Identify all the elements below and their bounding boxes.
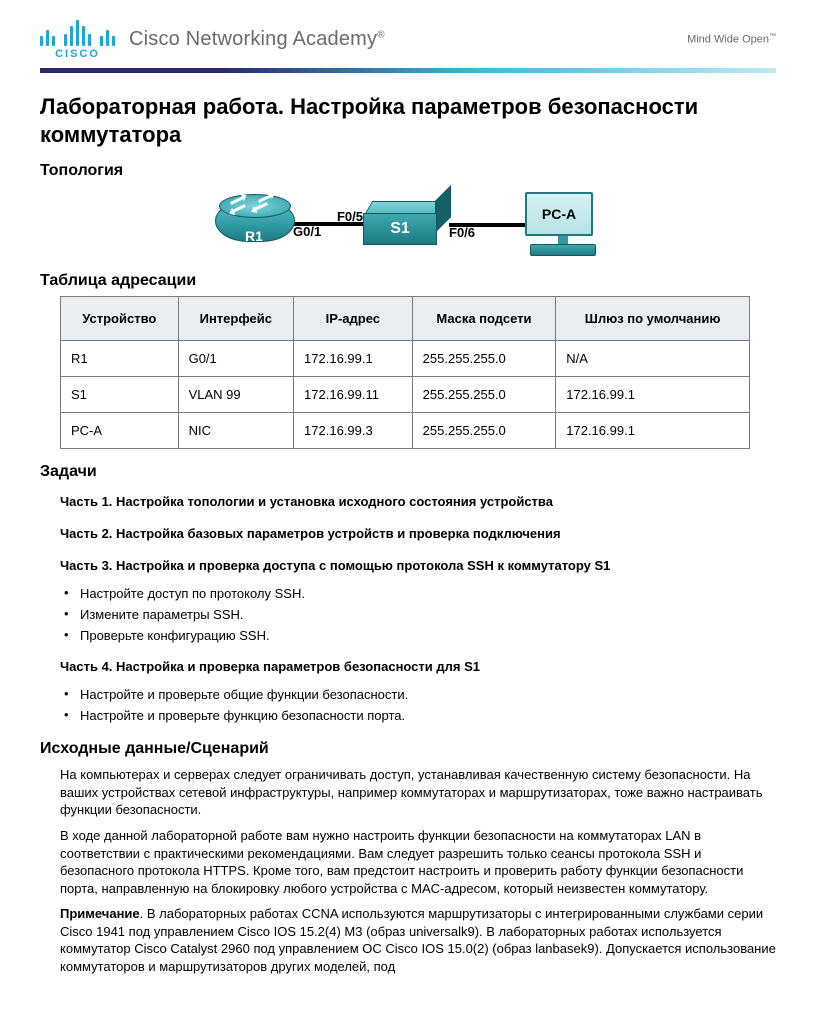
router-icon: R1 (215, 200, 293, 248)
table-row: S1 VLAN 99 172.16.99.11 255.255.255.0 17… (61, 377, 750, 413)
table-header-row: Устройство Интерфейс IP-адрес Маска подс… (61, 297, 750, 341)
col-ip: IP-адрес (294, 297, 413, 341)
task-part2: Часть 2. Настройка базовых параметров ус… (60, 523, 776, 545)
part4-list: Настройте и проверьте общие функции безо… (60, 684, 776, 726)
tagline-text: Mind Wide Open (687, 33, 769, 45)
col-interface: Интерфейс (178, 297, 293, 341)
task-part4: Часть 4. Настройка и проверка параметров… (60, 656, 776, 678)
list-item: Настройте и проверьте общие функции безо… (60, 684, 776, 705)
tagline: Mind Wide Open™ (687, 33, 776, 46)
cisco-logo: CISCO (40, 18, 115, 60)
list-item: Настройте и проверьте функцию безопаснос… (60, 705, 776, 726)
scenario-p2: В ходе данной лабораторной работе вам ну… (60, 827, 776, 897)
switch-icon: S1 (363, 201, 435, 247)
link-r1-s1: F0/5 G0/1 (293, 209, 363, 239)
scenario-heading: Исходные данные/Сценарий (40, 740, 776, 758)
addressing-heading: Таблица адресации (40, 272, 776, 290)
list-item: Настройте доступ по протоколу SSH. (60, 583, 776, 604)
tasks-heading: Задачи (40, 463, 776, 481)
router-label: R1 (215, 228, 293, 244)
list-item: Проверьте конфигурацию SSH. (60, 625, 776, 646)
cisco-logo-text: CISCO (55, 48, 100, 60)
addressing-table: Устройство Интерфейс IP-адрес Маска подс… (60, 296, 750, 449)
col-mask: Маска подсети (412, 297, 556, 341)
topology-diagram: R1 F0/5 G0/1 S1 F0/6 PC-A (40, 192, 776, 256)
part3-list: Настройте доступ по протоколу SSH. Измен… (60, 583, 776, 646)
page-content: Лабораторная работа. Настройка параметро… (0, 73, 816, 1013)
switch-label: S1 (363, 213, 437, 245)
academy-title: Cisco Networking Academy® (129, 28, 385, 51)
page-header: CISCO Cisco Networking Academy® Mind Wid… (0, 0, 816, 68)
header-left: CISCO Cisco Networking Academy® (40, 18, 385, 60)
topology-heading: Топология (40, 162, 776, 180)
link2-label: F0/6 (449, 225, 475, 240)
col-device: Устройство (61, 297, 179, 341)
link-s1-pca: F0/6 (449, 209, 525, 240)
pc-icon: PC-A (525, 192, 601, 256)
academy-title-text: Cisco Networking Academy (129, 28, 377, 50)
list-item: Измените параметры SSH. (60, 604, 776, 625)
task-part1: Часть 1. Настройка топологии и установка… (60, 491, 776, 513)
scenario-p3: Примечание. В лабораторных работах CCNA … (60, 905, 776, 975)
cisco-logo-bars (40, 18, 115, 46)
page-title: Лабораторная работа. Настройка параметро… (40, 93, 776, 148)
link1-bottom-label: G0/1 (293, 224, 321, 239)
scenario-p1: На компьютерах и серверах следует ограни… (60, 766, 776, 819)
note-label: Примечание (60, 906, 140, 921)
scenario-p3-text: . В лабораторных работах CCNA используют… (60, 906, 776, 974)
table-row: R1 G0/1 172.16.99.1 255.255.255.0 N/A (61, 341, 750, 377)
pc-label: PC-A (525, 192, 593, 236)
table-row: PC-A NIC 172.16.99.3 255.255.255.0 172.1… (61, 413, 750, 449)
task-part3: Часть 3. Настройка и проверка доступа с … (60, 555, 776, 577)
col-gateway: Шлюз по умолчанию (556, 297, 750, 341)
